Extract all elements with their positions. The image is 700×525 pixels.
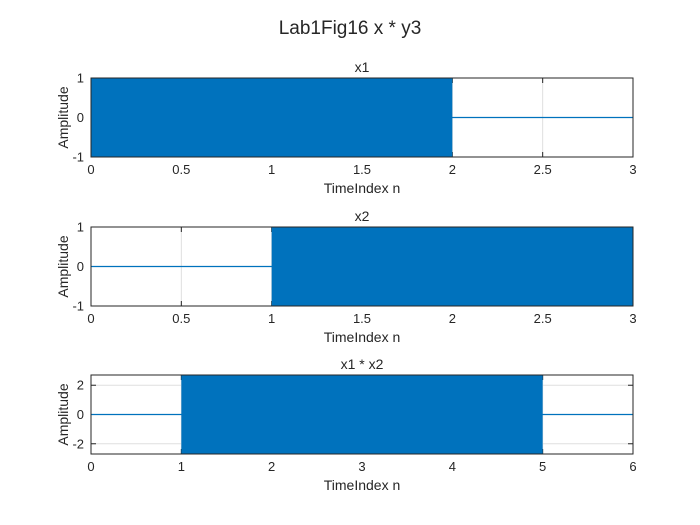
axes-box <box>90 226 634 307</box>
y-tick-label: 0 <box>77 110 84 125</box>
y-tick-label: 0 <box>77 407 84 422</box>
x-tick-label: 0 <box>87 459 94 474</box>
x-axis-label: TimeIndex n <box>324 477 401 493</box>
x-tick-label: 5 <box>539 459 546 474</box>
x-tick-label: 1.5 <box>353 311 371 326</box>
axes-box <box>90 77 634 158</box>
x-tick-label: 2 <box>268 459 275 474</box>
signal-oscillation-block <box>91 78 453 157</box>
x-tick-label: 1 <box>268 311 275 326</box>
x-tick-label: 3 <box>629 311 636 326</box>
y-axis-label: Amplitude <box>55 235 71 297</box>
x-tick-label: 2 <box>449 311 456 326</box>
y-axis-label: Amplitude <box>55 383 71 445</box>
subplot-title: x1 * x2 <box>341 356 384 372</box>
x-tick-label: 0 <box>87 162 94 177</box>
x-tick-label: 2 <box>449 162 456 177</box>
y-axis-label: Amplitude <box>55 86 71 148</box>
y-tick-label: 1 <box>77 71 84 86</box>
x-tick-label: 0.5 <box>172 162 190 177</box>
x-tick-label: 3 <box>358 459 365 474</box>
y-tick-label: 0 <box>77 259 84 274</box>
x-tick-label: 0 <box>87 311 94 326</box>
x-tick-label: 1 <box>178 459 185 474</box>
x-axis-label: TimeIndex n <box>324 180 401 196</box>
x-tick-label: 2.5 <box>534 162 552 177</box>
y-tick-label: 2 <box>77 378 84 393</box>
y-tick-label: -1 <box>72 299 84 314</box>
figure-title: Lab1Fig16 x * y3 <box>279 18 422 39</box>
signal-oscillation-block <box>271 227 633 306</box>
x-tick-label: 3 <box>629 162 636 177</box>
x-axis-label: TimeIndex n <box>324 329 401 345</box>
subplot-title: x1 <box>355 59 370 75</box>
y-tick-label: -1 <box>72 150 84 165</box>
y-tick-label: -2 <box>72 436 84 451</box>
x-tick-label: 1.5 <box>353 162 371 177</box>
axes-box <box>90 374 634 455</box>
x-tick-label: 6 <box>629 459 636 474</box>
x-tick-label: 4 <box>449 459 456 474</box>
subplot-title: x2 <box>355 208 370 224</box>
y-tick-label: 1 <box>77 220 84 235</box>
signal-oscillation-block <box>181 375 543 454</box>
x-tick-label: 1 <box>268 162 275 177</box>
x-tick-label: 2.5 <box>534 311 552 326</box>
x-tick-label: 0.5 <box>172 311 190 326</box>
